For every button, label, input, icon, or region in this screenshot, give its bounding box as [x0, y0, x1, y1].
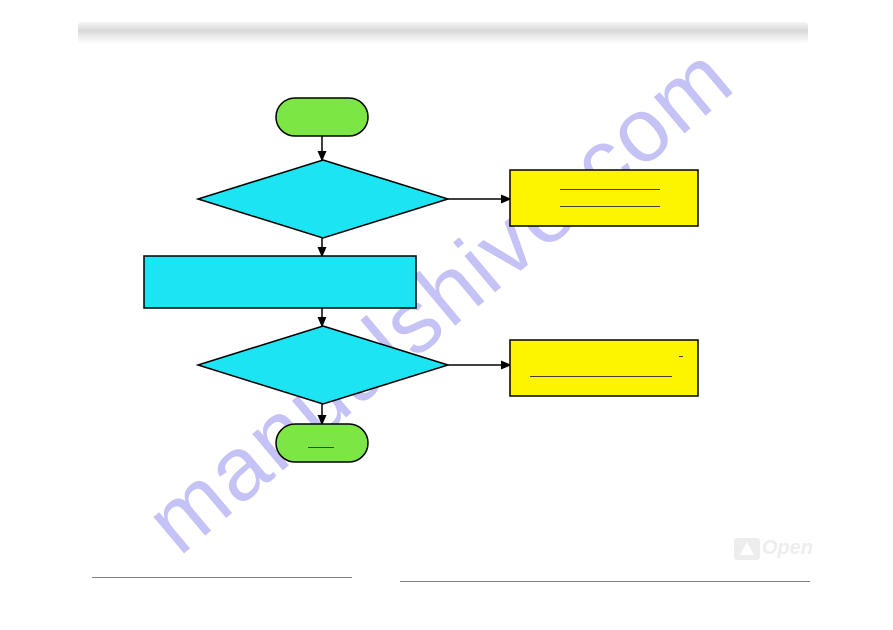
brand-logo: Open: [734, 537, 813, 560]
logo-label: Open: [762, 537, 813, 560]
placeholder-line: [560, 189, 660, 190]
node-dec1: [198, 160, 448, 238]
placeholder-line: [560, 206, 660, 207]
flowchart-canvas: [0, 0, 893, 630]
node-proc1: [144, 256, 416, 308]
placeholder-line: [679, 356, 683, 357]
node-act1: [510, 170, 698, 226]
logo-icon: [734, 538, 760, 560]
node-end: [276, 424, 368, 462]
node-start: [276, 98, 368, 136]
placeholder-line: [530, 376, 672, 377]
footer-divider-right: [400, 581, 810, 582]
footer-divider-left: [92, 577, 352, 578]
node-act2: [510, 340, 698, 396]
node-dec2: [198, 326, 448, 404]
placeholder-line: [308, 447, 334, 448]
